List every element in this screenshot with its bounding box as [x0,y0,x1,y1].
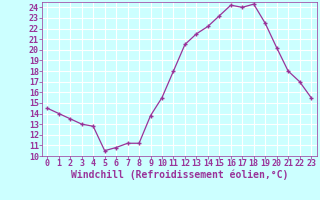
X-axis label: Windchill (Refroidissement éolien,°C): Windchill (Refroidissement éolien,°C) [70,169,288,180]
